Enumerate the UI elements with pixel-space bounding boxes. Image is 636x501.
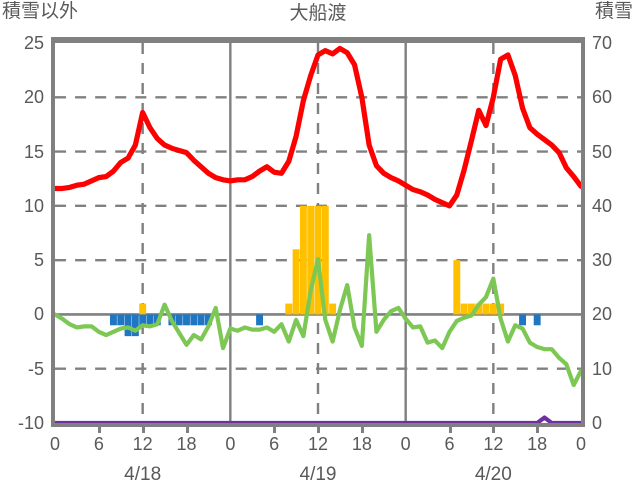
right-tick-50: 50 (592, 141, 613, 162)
left-tick-0: 0 (33, 304, 44, 325)
x-tick-9: 6 (444, 434, 455, 454)
x-tick-6: 12 (307, 434, 329, 454)
x-tickmark-1 (97, 425, 101, 433)
day-label-2: 4/20 (474, 464, 512, 485)
day-label-1: 4/19 (299, 464, 337, 485)
x-tick-8: 0 (400, 434, 411, 454)
left-tick-10: 10 (23, 195, 44, 216)
x-tick-10: 12 (483, 434, 504, 454)
x-tickmark-9 (448, 425, 452, 433)
x-tick-3: 18 (176, 434, 197, 454)
right-tick-10: 10 (592, 358, 613, 379)
right-tick-30: 30 (592, 250, 613, 271)
left-tick-5: 5 (33, 250, 44, 271)
x-tick-2: 12 (132, 434, 153, 454)
x-tickmark-11 (536, 425, 540, 433)
chart-title: 大船渡 (289, 3, 347, 24)
left-tick--5: -5 (27, 358, 44, 379)
left-tick-25: 25 (23, 33, 44, 53)
left-axis-title: 積雪以外 (2, 1, 79, 22)
x-tick-11: 18 (527, 434, 548, 454)
x-tick-1: 6 (93, 434, 104, 454)
x-tickmark-7 (360, 425, 364, 433)
plot-inner (55, 43, 581, 423)
x-tick-7: 18 (351, 434, 372, 454)
x-tick-4: 0 (225, 434, 236, 454)
right-tick-40: 40 (592, 195, 613, 216)
left-tick-15: 15 (23, 141, 44, 162)
series-canvas (55, 43, 581, 423)
right-axis-title: 積雪 (594, 1, 633, 22)
right-tick-0: 0 (592, 413, 603, 433)
day-label-0: 4/18 (124, 464, 162, 485)
x-tick-0: 0 (49, 434, 60, 454)
right-tick-60: 60 (592, 87, 613, 108)
left-tick--10: -10 (17, 413, 44, 433)
right-tick-20: 20 (592, 304, 613, 325)
x-tick-12: 0 (575, 434, 586, 454)
left-tick-20: 20 (23, 87, 44, 108)
right-tick-70: 70 (592, 33, 613, 53)
x-tick-5: 6 (269, 434, 280, 454)
x-tickmark-5 (273, 425, 277, 433)
x-tickmark-6 (317, 425, 320, 433)
x-tickmark-10 (492, 425, 496, 433)
x-tickmark-3 (185, 425, 189, 433)
x-tickmark-2 (141, 425, 145, 433)
plot-area (51, 37, 585, 427)
